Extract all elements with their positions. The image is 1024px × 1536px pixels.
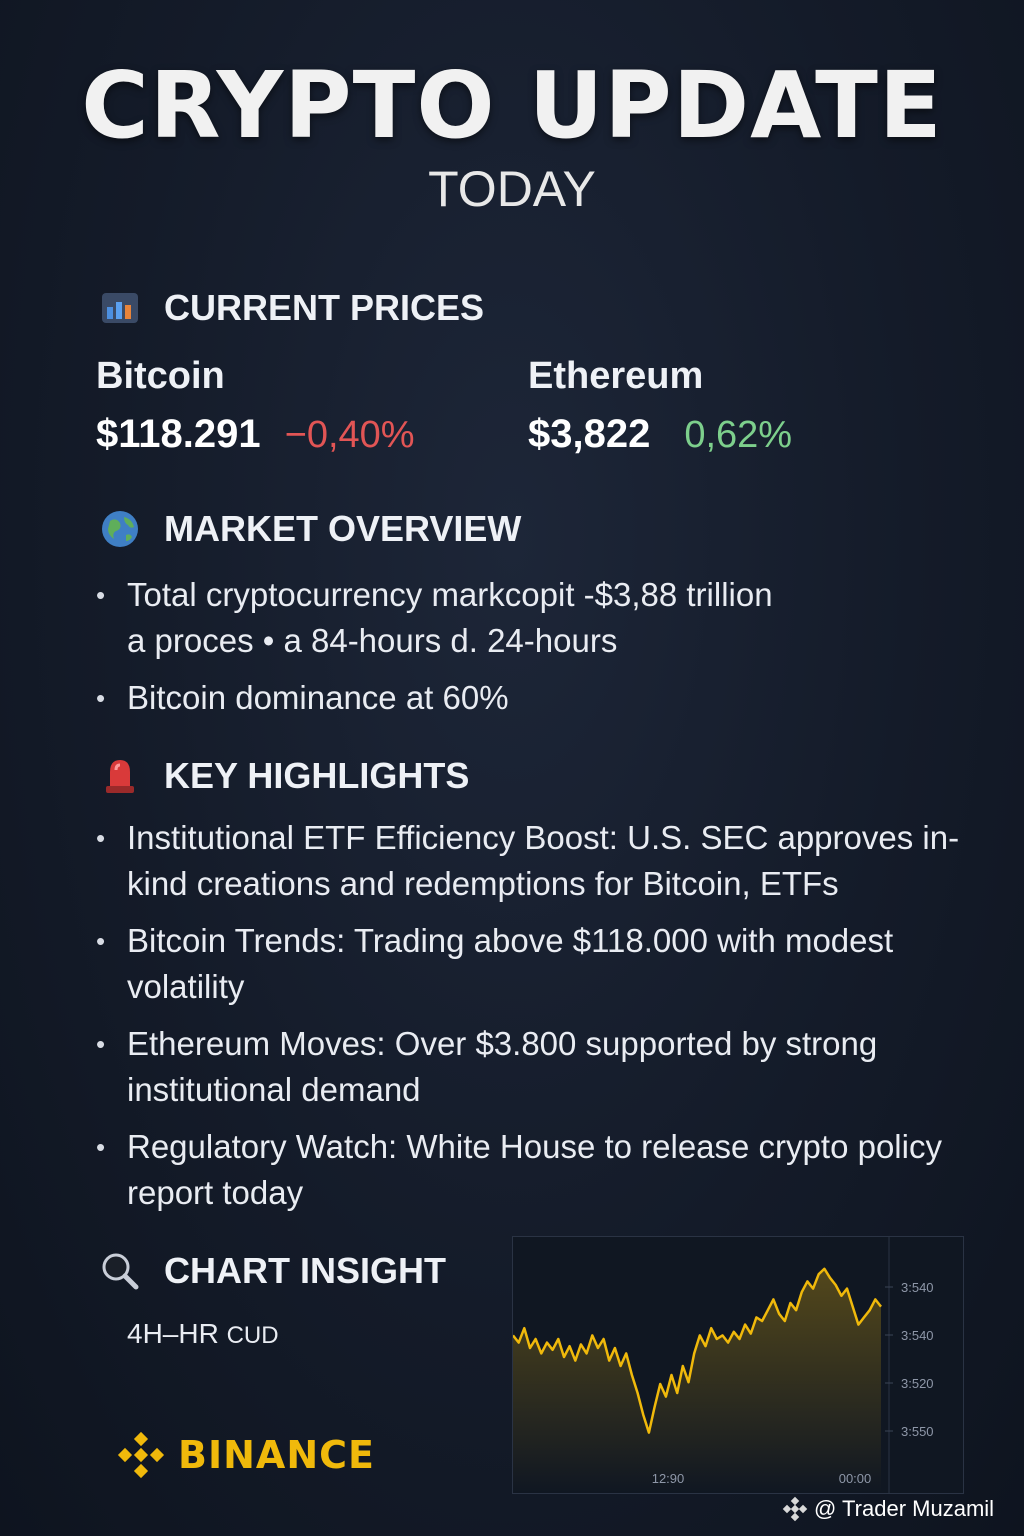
globe-icon [100,509,140,549]
author-credit: @ Trader Muzamil [782,1496,994,1522]
ethereum-name: Ethereum [528,355,704,397]
x-tick-label: 00:00 [839,1471,872,1486]
brand-name: BINANCE [178,1433,375,1477]
siren-icon [100,756,140,796]
ethereum-price: $3,822 [528,412,651,456]
bitcoin-price-row: $118.291 −0,40% [96,412,415,457]
list-item: Ethereum Moves: Over $3.800 supported by… [96,1021,996,1113]
chart-insight-subtitle: 4H–HR CUD [127,1318,279,1349]
market-overview-list: Total cryptocurrency markcopit -$3,88 tr… [96,572,976,732]
list-item: Bitcoin Trends: Trading above $118.000 w… [96,918,996,1010]
key-highlights-list: Institutional ETF Efficiency Boost: U.S.… [96,815,996,1227]
section-title: CHART INSIGHT [164,1250,446,1291]
binance-logo-icon [117,1431,165,1479]
current-prices-heading: CURRENT PRICES [100,287,484,329]
binance-small-icon [782,1496,808,1522]
bar-chart-icon [100,288,140,328]
list-item: Total cryptocurrency markcopit -$3,88 tr… [96,572,976,664]
price-chart: 3:540 3:540 3:520 3:550 12:90 00:00 [512,1236,964,1494]
price-chart-svg: 3:540 3:540 3:520 3:550 12:90 00:00 [512,1237,934,1493]
bitcoin-name: Bitcoin [96,355,225,397]
bitcoin-price: $118.291 [96,412,261,456]
section-title: KEY HIGHLIGHTS [164,755,470,796]
subtitle: TODAY [428,161,596,217]
list-item: Regulatory Watch: White House to release… [96,1124,996,1216]
chart-area [513,1268,881,1493]
y-tick-label: 3:550 [901,1424,934,1439]
y-tick-label: 3:520 [901,1376,934,1391]
chart-series-line [512,1267,882,1434]
main-title: CRYPTO UPDATE [81,52,943,159]
y-tick-label: 3:540 [901,1328,934,1343]
market-overview-heading: MARKET OVERVIEW [100,508,521,550]
bitcoin-change: −0,40% [284,414,415,456]
list-item: Bitcoin dominance at 60% [96,675,976,721]
ethereum-change: 0,62% [684,414,793,456]
binance-logo: BINANCE [116,1430,375,1480]
x-tick-label: 12:90 [652,1471,685,1486]
credit-text: @ Trader Muzamil [814,1496,995,1521]
y-tick-label: 3:540 [901,1280,934,1295]
section-title: MARKET OVERVIEW [164,508,522,549]
magnifier-icon [100,1251,140,1291]
ethereum-price-row: $3,822 0,62% [528,412,792,457]
chart-insight-heading: CHART INSIGHT [100,1250,446,1292]
section-title: CURRENT PRICES [164,287,485,328]
list-item: Institutional ETF Efficiency Boost: U.S.… [96,815,996,907]
key-highlights-heading: KEY HIGHLIGHTS [100,755,469,797]
